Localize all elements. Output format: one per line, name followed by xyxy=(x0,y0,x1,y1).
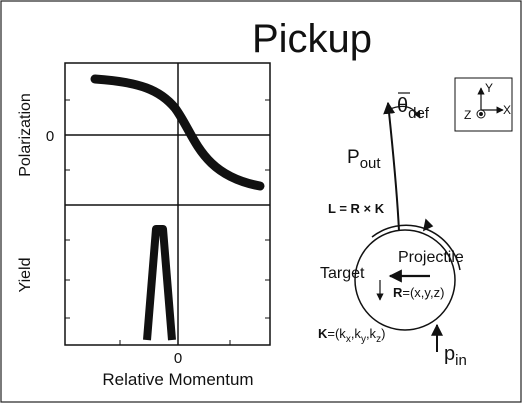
p-out-sub: out xyxy=(360,155,382,172)
r-equation: R=(x,y,z) xyxy=(393,285,444,300)
part: z xyxy=(376,334,381,345)
part: =(k xyxy=(327,326,346,341)
part: ,k xyxy=(366,326,377,341)
y-label: Polarization xyxy=(17,93,34,177)
polarization-curve xyxy=(90,74,265,191)
theta-sub: def xyxy=(408,105,430,122)
title: Pickup xyxy=(252,17,372,61)
diagram xyxy=(354,77,513,352)
y-label: Yield xyxy=(17,258,34,293)
p-in: pin xyxy=(444,343,467,369)
part: K xyxy=(375,201,385,216)
yield-peak xyxy=(143,225,176,341)
p-in-base: p xyxy=(444,343,455,365)
part: ) xyxy=(381,326,385,341)
orbit-arrow xyxy=(422,218,434,232)
p-out: Pout xyxy=(347,147,381,172)
theta-arc xyxy=(387,105,421,119)
p-out-arrow xyxy=(383,101,400,232)
part: y xyxy=(361,334,366,345)
axes-box xyxy=(454,77,513,132)
target: Target xyxy=(320,265,365,282)
part: = xyxy=(336,201,351,216)
part: x xyxy=(346,334,351,345)
p-in-sub: in xyxy=(455,352,467,369)
axis-z: Z xyxy=(464,108,471,122)
orbit xyxy=(354,229,456,331)
axis-y: Y xyxy=(485,81,493,95)
projectile: Projectile xyxy=(398,249,464,266)
part: K xyxy=(318,326,328,341)
part: R xyxy=(351,201,361,216)
theta: θdef xyxy=(397,95,430,122)
part: =(x,y,z) xyxy=(402,285,444,300)
k-equation: K=(kx,ky,kz) xyxy=(318,326,385,345)
theta-base: θ xyxy=(397,95,408,117)
part: ,k xyxy=(351,326,362,341)
plot-box xyxy=(64,62,271,346)
part: R xyxy=(393,285,403,300)
l-equation: L = R × K xyxy=(328,201,385,216)
p-out-base: P xyxy=(347,147,360,168)
ticks xyxy=(65,99,270,345)
plot xyxy=(64,62,271,346)
y-tick-label: 0 xyxy=(46,128,54,145)
x-label: Relative Momentum xyxy=(102,370,253,389)
x-tick-label: 0 xyxy=(174,350,182,367)
part: L xyxy=(328,201,336,216)
axis-x: X xyxy=(503,103,511,117)
part: × xyxy=(360,201,375,216)
